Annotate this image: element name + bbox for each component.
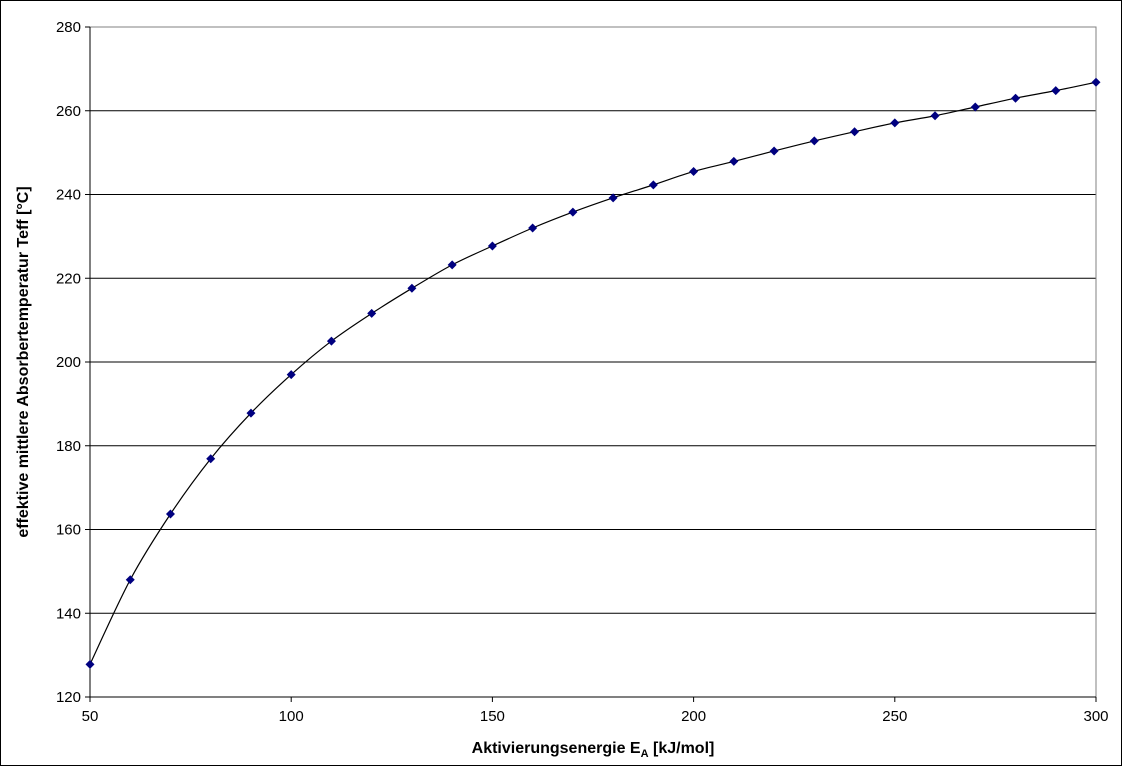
data-point (689, 166, 699, 176)
axes (85, 26, 1097, 702)
x-tick-label: 300 (1083, 708, 1108, 725)
x-tick-label: 150 (480, 708, 505, 725)
data-point (1051, 86, 1061, 96)
data-markers (85, 77, 1101, 669)
data-point (528, 223, 538, 233)
data-point (206, 454, 216, 464)
data-point (568, 207, 578, 217)
x-tick-label: 200 (681, 708, 706, 725)
data-point (85, 659, 95, 669)
data-point (729, 156, 739, 166)
data-point (487, 241, 497, 251)
data-point (608, 193, 618, 203)
x-tick-label: 250 (882, 708, 907, 725)
data-point (125, 575, 135, 585)
data-point (326, 336, 336, 346)
x-axis-title-subscript: A (641, 748, 649, 760)
data-point (970, 102, 980, 112)
y-tick-label: 280 (56, 19, 81, 36)
data-point (769, 146, 779, 156)
data-point (930, 111, 940, 121)
data-point (850, 127, 860, 137)
data-point (447, 260, 457, 270)
y-tick-label: 160 (56, 522, 81, 539)
y-tick-label: 120 (56, 689, 81, 706)
data-point (367, 308, 377, 318)
trend-curve (89, 81, 1097, 665)
y-tick-label: 140 (56, 605, 81, 622)
data-point (286, 370, 296, 380)
tick-labels: 120 140 160 180 200 220 240 260 280 50 100 150 200 25… (56, 19, 1109, 725)
y-tick-label: 220 (56, 270, 81, 287)
data-point (809, 136, 819, 146)
y-tick-label: 260 (56, 103, 81, 120)
x-axis-title: Aktivierungsenergie EA [kJ/mol] (472, 740, 715, 760)
x-tick-label: 50 (82, 708, 99, 725)
data-point (1091, 77, 1101, 87)
y-tick-label: 180 (56, 438, 81, 455)
data-point (407, 283, 417, 293)
data-point (890, 118, 900, 128)
data-point (246, 408, 256, 418)
x-tick-label: 100 (279, 708, 304, 725)
y-tick-label: 200 (56, 354, 81, 371)
data-point (1011, 93, 1021, 103)
grid-lines (90, 26, 1096, 614)
data-point (165, 509, 175, 519)
y-axis-title: effektive mittlere Absorbertemperatur Te… (15, 186, 32, 537)
data-point (648, 180, 658, 190)
y-tick-label: 240 (56, 187, 81, 204)
x-axis-title-main: Aktivierungsenergie E (472, 740, 641, 757)
x-axis-title-unit: [kJ/mol] (649, 740, 715, 757)
